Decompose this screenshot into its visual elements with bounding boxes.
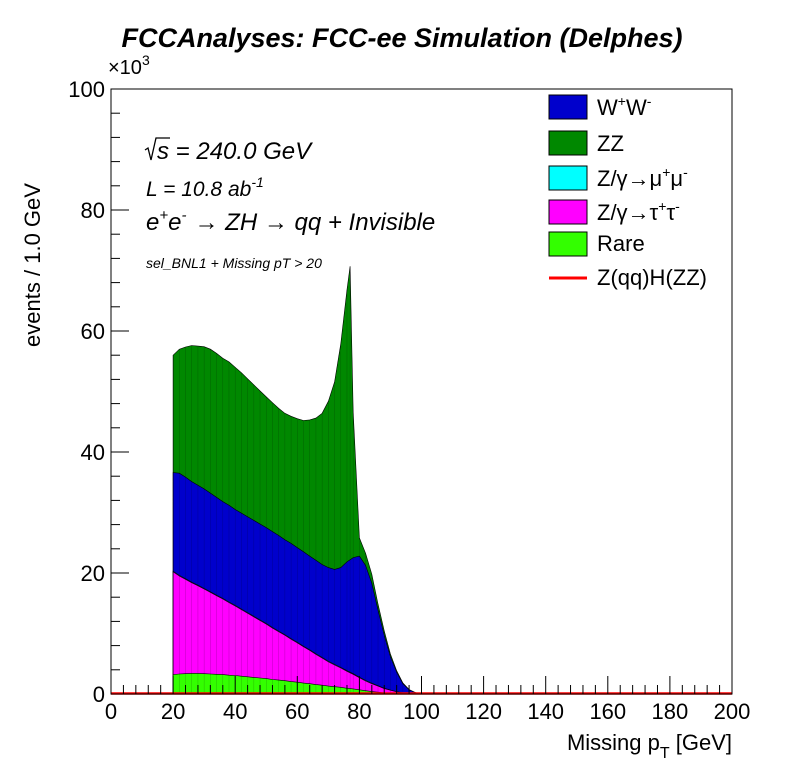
- legend-label-ww: W+W-: [597, 93, 652, 120]
- legend-swatch-ztautau: [548, 199, 588, 225]
- chart-title: FCCAnalyses: FCC-ee Simulation (Delphes): [121, 23, 682, 53]
- legend-label-zz: ZZ: [597, 131, 624, 156]
- y-axis-label: events / 1.0 GeV: [20, 183, 45, 347]
- legend-label-signal: Z(qq)H(ZZ): [597, 265, 707, 290]
- sqrt-s-annotation: s = 240.0 GeV: [144, 137, 313, 165]
- y-multiplier: ×103: [108, 52, 150, 79]
- x-tick-label: 200: [714, 699, 751, 724]
- y-tick-label: 20: [81, 561, 105, 586]
- x-tick-label: 20: [161, 699, 185, 724]
- stack-areas: [172, 266, 434, 695]
- x-tick-label: 40: [223, 699, 247, 724]
- legend-label-ztautau: Z/γ→τ+τ-: [597, 198, 680, 225]
- sqrt-s-value: = 240.0 GeV: [169, 138, 313, 165]
- x-tick-label: 80: [347, 699, 371, 724]
- sqrt-s-label: s: [157, 138, 169, 165]
- legend-swatch-zz: [548, 130, 588, 156]
- sqrt-symbol: [144, 137, 170, 161]
- legend-label-rare: Rare: [597, 231, 645, 256]
- legend-label-zmumu: Z/γ→μ+μ-: [597, 164, 688, 191]
- x-tick-label: 60: [285, 699, 309, 724]
- y-tick-label: 60: [81, 319, 105, 344]
- x-axis-label: Missing pT [GeV]: [567, 730, 732, 762]
- x-tick-label: 140: [527, 699, 564, 724]
- legend-swatch-zmumu: [548, 165, 588, 191]
- bin-edges: [172, 266, 422, 694]
- y-tick-label: 0: [93, 682, 105, 707]
- y-tick-label: 80: [81, 198, 105, 223]
- process-annotation: e+e- → ZH → qq + Invisible: [146, 207, 435, 236]
- x-tick-label: 0: [105, 699, 117, 724]
- lumi-annotation: L = 10.8 ab-1: [146, 174, 264, 201]
- x-tick-label: 100: [403, 699, 440, 724]
- selection-annotation: sel_BNL1 + Missing pT > 20: [146, 255, 322, 271]
- x-axis-ticks: 0 20 40 60 80 100 120 140 160 180 200: [105, 676, 750, 724]
- svg-text:s = 240.0 GeV: s = 240.0 GeV: [157, 138, 313, 165]
- y-tick-label: 40: [81, 440, 105, 465]
- y-tick-label: 100: [68, 77, 105, 102]
- y-axis-ticks: 0 20 40 60 80 100: [68, 77, 129, 707]
- x-tick-label: 180: [652, 699, 689, 724]
- x-tick-label: 120: [465, 699, 502, 724]
- legend: W+W- ZZ Z/γ→μ+μ- Z/γ→τ+τ- Rare Z(qq)H(ZZ…: [548, 93, 707, 290]
- legend-swatch-rare: [548, 231, 588, 257]
- stack-area-z-: [172, 571, 434, 695]
- legend-swatch-ww: [548, 94, 588, 120]
- x-tick-label: 160: [589, 699, 626, 724]
